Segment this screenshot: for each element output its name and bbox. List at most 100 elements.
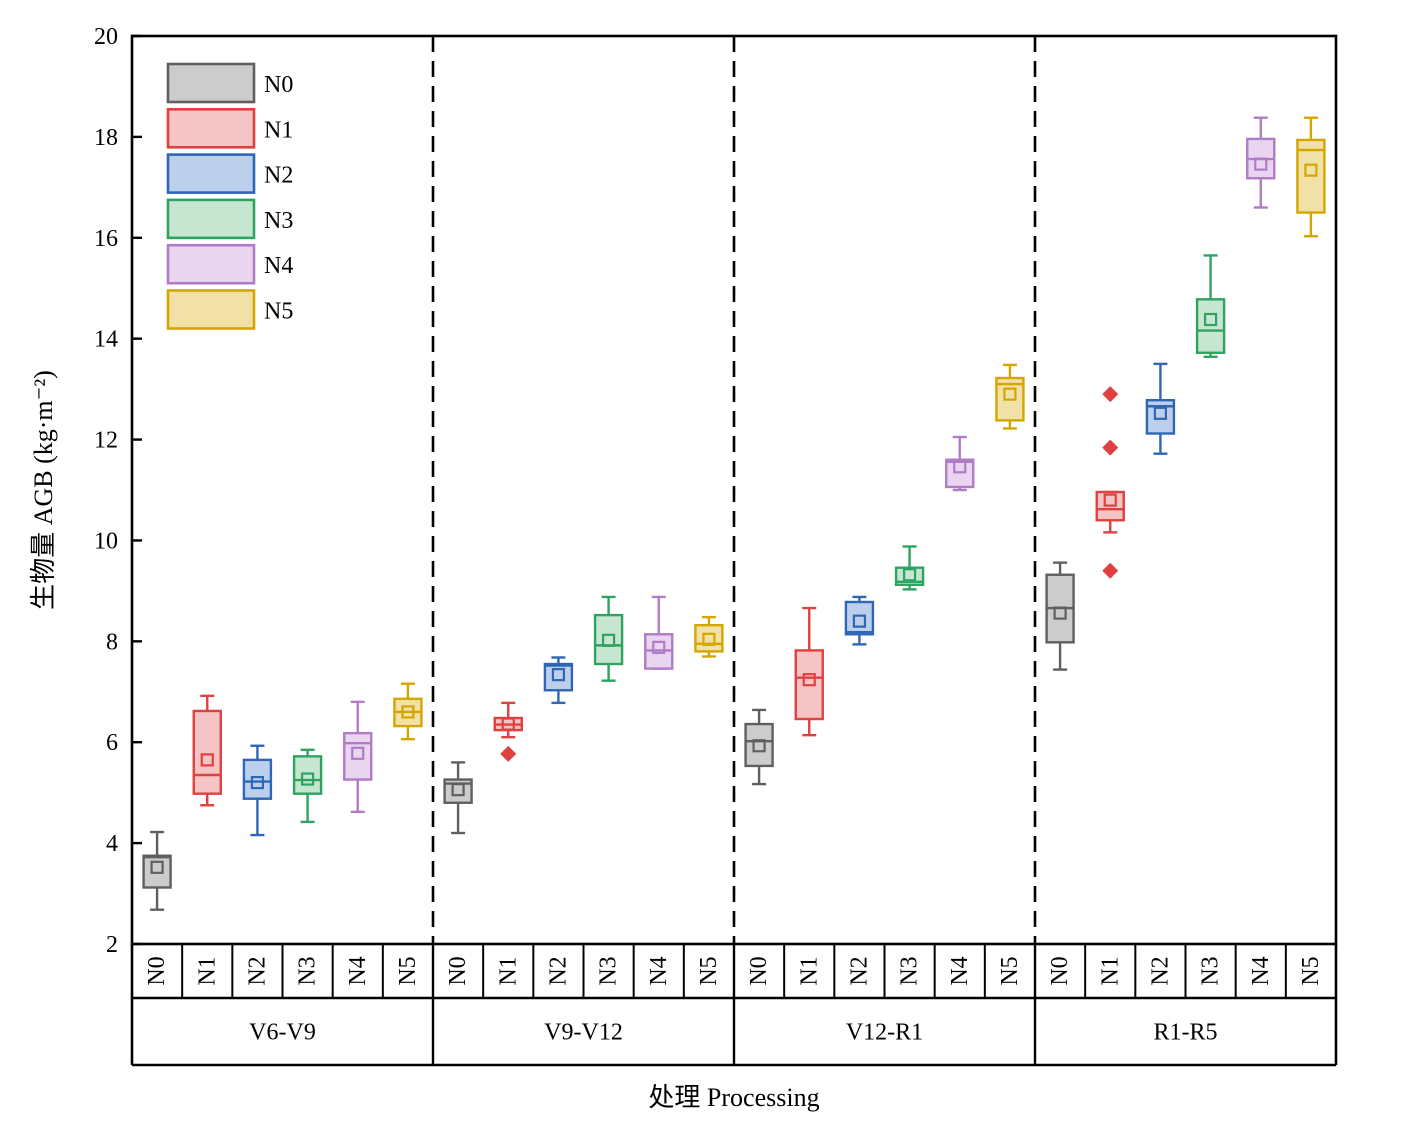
box-body: [744, 722, 774, 768]
legend-item-N1: N1: [166, 108, 293, 149]
box-V9-V12-N5: [694, 615, 724, 658]
box-R1-R5-N5: [1296, 116, 1326, 238]
legend-item-N4: N4: [166, 243, 293, 285]
mean-marker: [902, 568, 917, 582]
mean-marker: [802, 673, 816, 687]
treatment-label: N2: [846, 956, 872, 985]
box-V12-R1-N3: [894, 545, 925, 591]
stage-label: V6-V9: [249, 1020, 316, 1046]
mean-marker: [150, 860, 164, 874]
mean-marker: [1254, 157, 1268, 171]
legend-label: N1: [264, 117, 293, 143]
x-axis-title: 处理 Processing: [648, 1083, 819, 1112]
box-body: [1296, 138, 1326, 214]
treatment-label: N4: [646, 956, 672, 985]
box-V6-V9-N0: [142, 830, 172, 911]
box-V9-V12-N2: [543, 656, 574, 705]
box-R1-R5-N1: [1095, 386, 1125, 579]
box-body: [593, 613, 624, 666]
mean-marker: [1153, 406, 1168, 420]
legend-item-N2: N2: [166, 153, 293, 194]
mean-marker: [1003, 387, 1017, 401]
legend-swatch: [166, 108, 256, 149]
treatment-label: N5: [696, 956, 722, 985]
y-tick-label: 18: [94, 125, 118, 151]
treatment-label: N1: [796, 956, 822, 985]
mean-marker: [702, 632, 716, 646]
treatment-label: N0: [1047, 956, 1073, 985]
box-V6-V9-N1: [192, 694, 222, 807]
mean-marker: [1103, 493, 1117, 507]
box-body: [694, 623, 724, 653]
treatment-label: N3: [897, 956, 923, 985]
box-V9-V12-N1: [493, 701, 523, 762]
box-V9-V12-N3: [593, 595, 624, 682]
y-tick-label: 8: [106, 629, 118, 655]
legend-swatch: [166, 62, 256, 104]
mean-marker: [601, 633, 616, 647]
treatment-label: N2: [244, 956, 270, 985]
legend-item-N0: N0: [166, 62, 293, 104]
y-tick-label: 6: [106, 730, 118, 756]
box-R1-R5-N4: [1246, 116, 1276, 209]
mean-marker: [852, 614, 867, 628]
mean-marker: [351, 746, 365, 760]
box-R1-R5-N3: [1195, 254, 1226, 359]
treatment-label: N1: [194, 956, 220, 985]
box-body: [192, 709, 222, 795]
stage-label: V12-R1: [846, 1020, 923, 1046]
treatment-label: N2: [1147, 956, 1173, 985]
mean-marker: [250, 775, 265, 790]
treatment-label: N1: [495, 956, 521, 985]
treatment-label: N4: [947, 956, 973, 985]
box-V9-V12-N0: [443, 761, 473, 835]
treatment-label: N0: [746, 956, 772, 985]
y-tick-label: 2: [106, 932, 118, 958]
mean-marker: [451, 783, 465, 797]
treatment-label: N5: [1298, 956, 1324, 985]
legend-label: N0: [264, 72, 293, 98]
y-tick-label: 4: [106, 831, 118, 857]
box-V12-R1-N0: [744, 708, 774, 786]
y-tick-label: 16: [94, 226, 118, 252]
box-V12-R1-N2: [844, 595, 875, 646]
box-body: [844, 600, 875, 636]
box-V6-V9-N3: [292, 748, 323, 824]
box-V6-V9-N2: [242, 744, 273, 837]
mean-marker: [300, 772, 315, 786]
treatment-label: N5: [395, 956, 421, 985]
treatment-label: N1: [1097, 956, 1123, 985]
legend-label: N3: [264, 208, 293, 234]
box-body: [242, 758, 273, 800]
box-body: [343, 731, 373, 781]
mean-marker: [200, 753, 214, 767]
mean-marker: [401, 705, 415, 719]
stage-label: V9-V12: [544, 1020, 623, 1046]
box-V6-V9-N5: [393, 682, 423, 741]
legend: N0 N1 N2 N3 N4 N5: [166, 62, 293, 330]
outlier-point: [1102, 562, 1119, 579]
legend-label: N4: [264, 253, 293, 279]
box-body: [894, 566, 925, 587]
mean-marker: [1304, 163, 1318, 177]
mean-marker: [953, 460, 967, 474]
mean-marker: [752, 739, 766, 753]
box-series-layer: [142, 116, 1326, 911]
legend-item-N3: N3: [166, 198, 293, 240]
legend-label: N2: [264, 163, 293, 189]
treatment-label: N0: [144, 956, 170, 985]
treatment-label: N2: [545, 956, 571, 985]
box-R1-R5-N2: [1145, 362, 1176, 455]
box-body: [443, 778, 473, 804]
y-tick-label: 14: [94, 327, 118, 353]
outlier-point: [500, 745, 517, 762]
box-body: [142, 854, 172, 889]
legend-item-N5: N5: [166, 289, 293, 330]
legend-swatch: [166, 198, 256, 240]
mean-marker: [652, 640, 666, 654]
box-R1-R5-N0: [1045, 561, 1075, 671]
treatment-label: N3: [295, 956, 321, 985]
stage-dividers: [431, 36, 1037, 944]
mean-marker: [1203, 312, 1218, 327]
